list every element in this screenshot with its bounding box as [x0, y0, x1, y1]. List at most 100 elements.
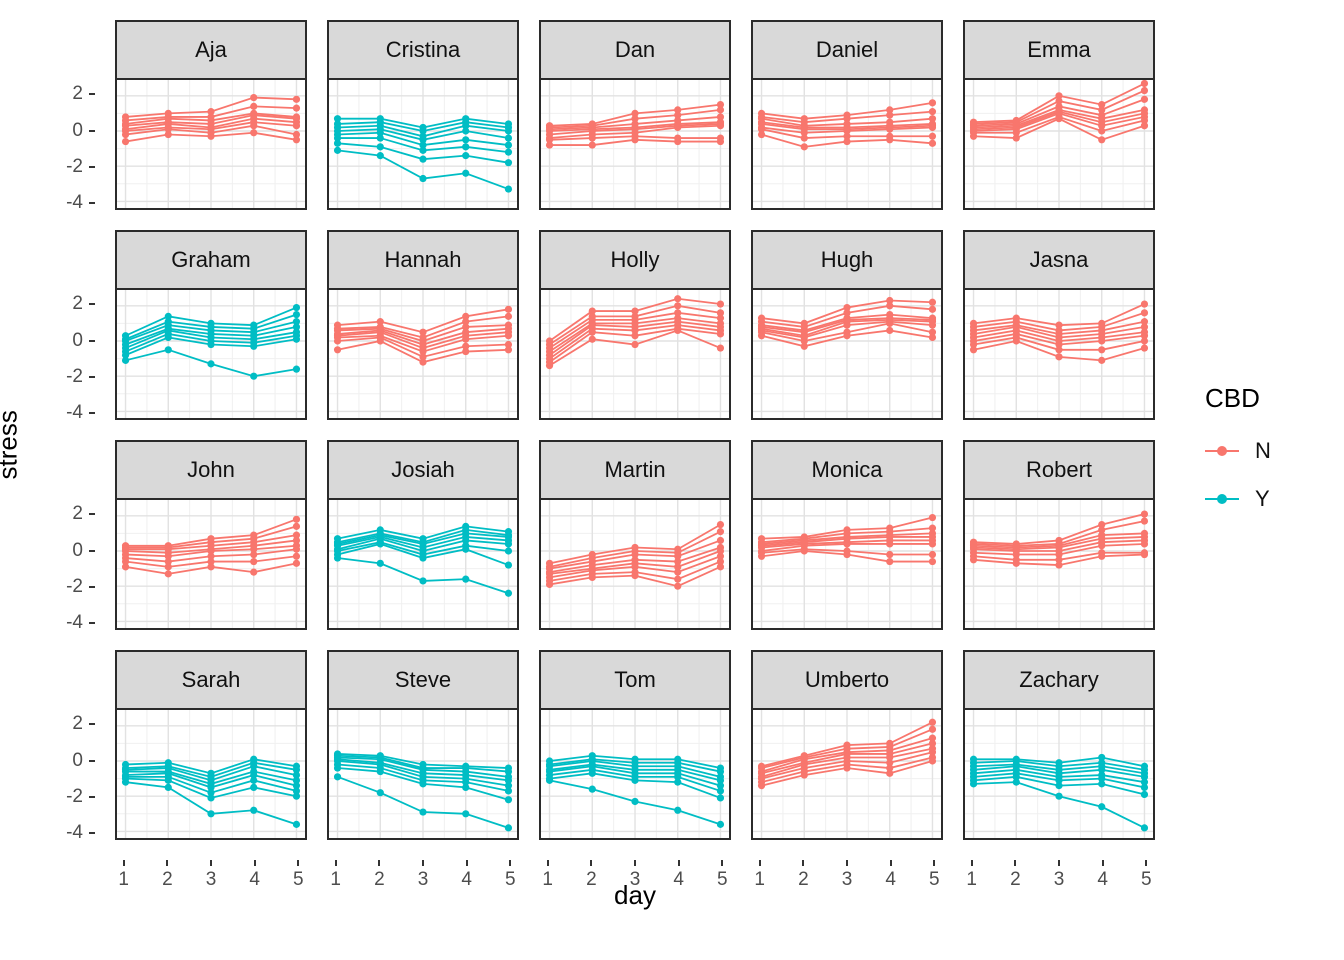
data-point: [462, 323, 470, 331]
facet-strip: Umberto: [751, 650, 943, 708]
data-point: [1140, 318, 1149, 326]
x-axis-gutter-spacer: [0, 860, 95, 902]
y-tick-mark: [89, 303, 95, 306]
y-tick-mark: [89, 375, 95, 378]
data-point: [1012, 773, 1020, 781]
data-point: [1140, 517, 1149, 525]
data-point: [928, 123, 937, 132]
data-point: [292, 522, 301, 530]
facet-aja: Aja: [115, 20, 307, 210]
legend-key-y-icon: [1205, 489, 1239, 509]
x-tick-mark: [721, 860, 724, 866]
x-tick-mark: [465, 860, 468, 866]
data-point: [1055, 346, 1063, 354]
facet-sarah: Sarah: [115, 650, 307, 840]
data-point: [674, 111, 682, 119]
data-point: [250, 545, 258, 553]
data-point: [1140, 300, 1149, 308]
data-point: [716, 547, 725, 555]
y-tick-mark: [89, 549, 95, 552]
x-tick-mark: [210, 860, 212, 866]
data-point: [292, 545, 301, 553]
data-point: [121, 351, 130, 359]
y-tick-label: 0: [72, 749, 83, 771]
data-point: [1098, 803, 1106, 811]
data-point: [1140, 86, 1149, 95]
x-tick-label: 4: [461, 869, 472, 890]
facet-panel: [751, 708, 943, 840]
data-point: [164, 346, 172, 354]
facet-panel: [539, 498, 731, 630]
facet-panel: [539, 708, 731, 840]
data-point: [504, 127, 513, 135]
facet-josiah: Josiah: [327, 440, 519, 630]
y-tick-label: 0: [72, 329, 83, 351]
data-point: [207, 794, 215, 802]
y-tick-mark: [89, 622, 95, 625]
data-point: [886, 769, 894, 777]
data-point: [928, 748, 937, 756]
x-axis-column: 1 2 3 4 5: [963, 860, 1155, 902]
data-point: [419, 780, 427, 788]
data-point: [504, 312, 513, 320]
data-point: [292, 311, 301, 319]
facet-strip: Jasna: [963, 230, 1155, 288]
data-point: [164, 783, 172, 791]
data-point: [504, 540, 513, 548]
data-point: [843, 550, 851, 559]
data-point: [419, 554, 427, 562]
facet-monica: Monica: [751, 440, 943, 630]
facet-panel: [751, 288, 943, 420]
facet-hugh: Hugh: [751, 230, 943, 420]
data-point: [886, 319, 894, 327]
data-point: [462, 783, 470, 791]
data-point: [1140, 790, 1149, 799]
facet-row: 2 0 -2 -4 Aja Cristina Dan Daniel Emma: [0, 20, 1155, 213]
x-tick-mark: [378, 860, 381, 866]
data-point: [843, 137, 851, 146]
data-point: [504, 787, 513, 795]
data-point: [1012, 778, 1020, 786]
data-point: [164, 776, 172, 784]
facet-strip: Martin: [539, 440, 731, 498]
data-point: [588, 134, 596, 142]
data-point: [674, 806, 682, 814]
data-point: [462, 312, 470, 320]
data-point: [250, 372, 258, 380]
data-point: [1098, 552, 1106, 560]
data-point: [1098, 101, 1106, 109]
data-point: [250, 783, 258, 791]
data-point: [1055, 561, 1063, 569]
data-point: [376, 789, 384, 797]
data-point: [1140, 344, 1149, 352]
data-point: [1055, 92, 1063, 100]
legend: CBD N Y: [1205, 383, 1335, 534]
data-point: [504, 148, 513, 156]
y-tick-label: -2: [66, 155, 83, 177]
y-tick-mark: [89, 129, 95, 132]
data-point: [588, 785, 596, 793]
facet-umberto: Umberto: [751, 650, 943, 840]
data-point: [164, 312, 172, 320]
data-point: [164, 570, 172, 578]
data-point: [1055, 550, 1063, 559]
data-point: [207, 552, 215, 560]
facet-panel: [115, 78, 307, 210]
data-point: [969, 556, 978, 564]
data-point: [928, 139, 937, 147]
data-point: [462, 347, 470, 356]
data-point: [207, 810, 215, 818]
facet-strip: Hannah: [327, 230, 519, 288]
data-point: [462, 143, 470, 151]
data-point: [419, 353, 427, 361]
facet-panel: [539, 78, 731, 210]
data-point: [886, 302, 894, 310]
facet-label: Daniel: [815, 37, 879, 62]
data-point: [292, 552, 301, 560]
data-point: [292, 782, 301, 790]
facet-panel: [963, 498, 1155, 630]
data-point: [292, 820, 301, 828]
x-tick-label: 5: [504, 869, 516, 890]
data-point: [886, 296, 894, 305]
